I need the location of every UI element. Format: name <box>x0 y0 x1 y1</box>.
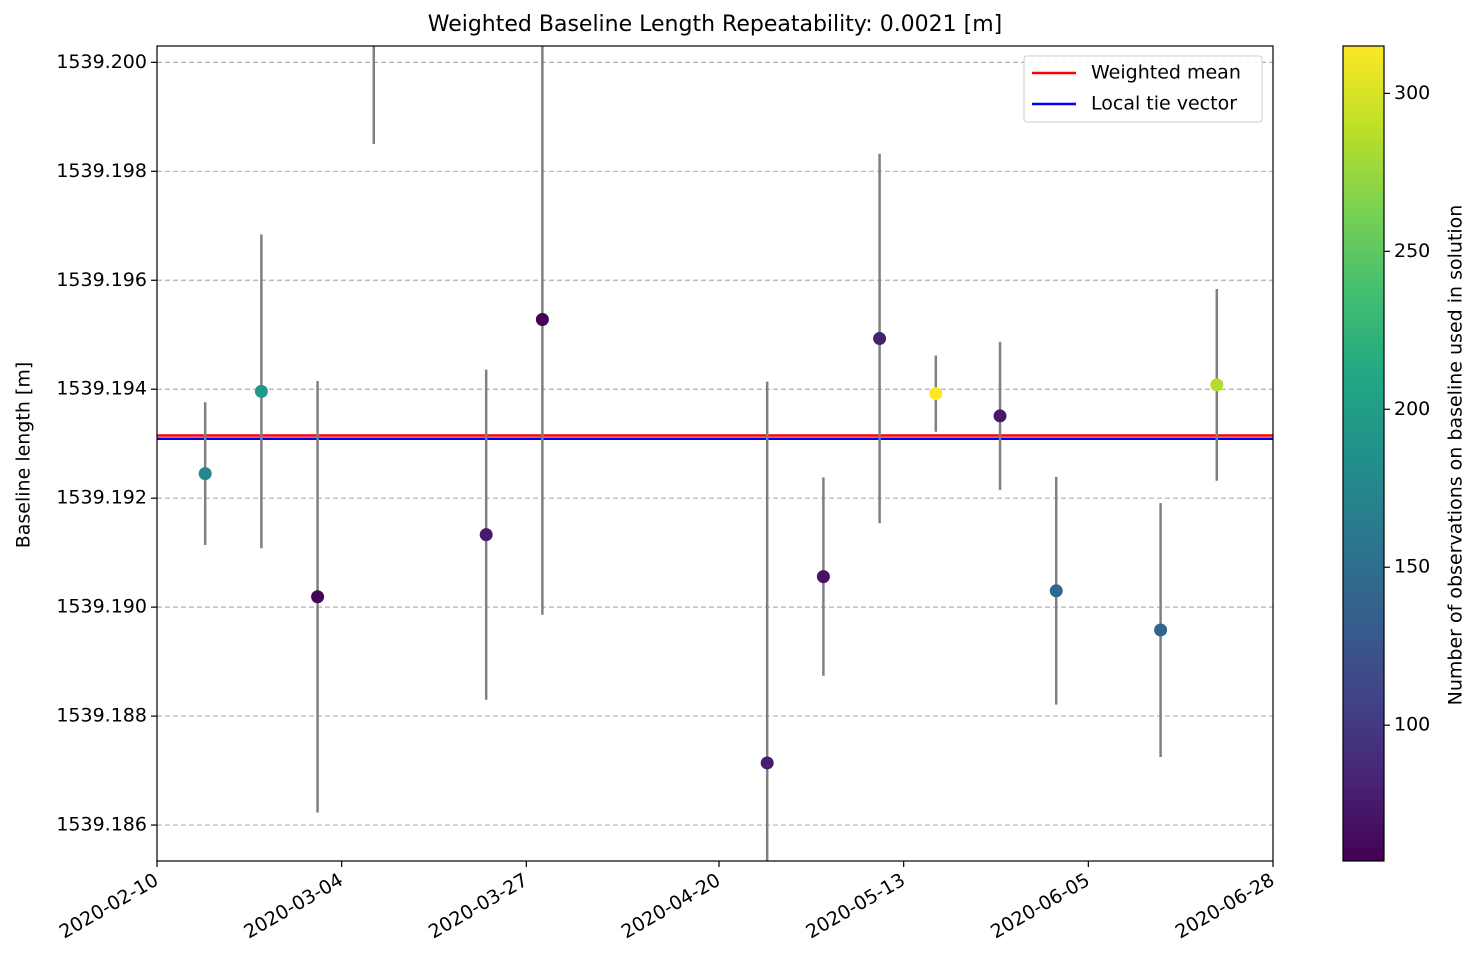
x-tick-label: 2020-06-28 <box>1172 869 1279 943</box>
data-point <box>993 409 1007 423</box>
data-point <box>535 312 549 326</box>
colorbar-tick-label: 150 <box>1394 556 1430 578</box>
plot-area <box>157 46 1273 861</box>
data-point <box>1154 623 1168 637</box>
y-tick-label: 1539.194 <box>56 378 147 400</box>
x-tick-label: 2020-03-27 <box>425 869 532 943</box>
colorbar-tick-label: 200 <box>1394 398 1430 420</box>
colorbar-tick-label: 100 <box>1394 714 1430 736</box>
data-point <box>479 528 493 542</box>
data-point <box>873 332 887 346</box>
legend: Weighted mean Local tie vector <box>1023 55 1263 123</box>
data-point <box>254 384 268 398</box>
y-tick-label: 1539.190 <box>56 596 147 618</box>
data-point <box>760 756 774 770</box>
legend-label: Local tie vector <box>1091 93 1237 115</box>
y-axis-label: Baseline length [m] <box>13 362 35 549</box>
x-tick-label: 2020-04-20 <box>618 869 725 943</box>
legend-label: Weighted mean <box>1091 62 1241 84</box>
y-tick-label: 1539.200 <box>56 51 147 73</box>
y-tick-label: 1539.186 <box>56 814 147 836</box>
legend-box <box>1023 55 1263 123</box>
colorbar-tick-label: 250 <box>1394 240 1430 262</box>
x-tick-label: 2020-06-05 <box>987 869 1094 943</box>
y-tick-label: 1539.188 <box>56 705 147 727</box>
colorbar <box>1342 45 1385 862</box>
data-point <box>1210 378 1224 392</box>
y-tick-label: 1539.198 <box>56 160 147 182</box>
data-point <box>198 467 212 481</box>
x-tick-label: 2020-02-10 <box>56 869 163 943</box>
data-point <box>1049 584 1063 598</box>
chart-title: Weighted Baseline Length Repeatability: … <box>428 12 1003 37</box>
y-tick-label: 1539.196 <box>56 269 147 291</box>
data-point <box>816 570 830 584</box>
colorbar-tick-label: 300 <box>1394 82 1430 104</box>
x-tick-label: 2020-05-13 <box>802 869 909 943</box>
colorbar-label: Number of observations on baseline used … <box>1445 205 1467 706</box>
x-tick-label: 2020-03-04 <box>240 869 347 943</box>
data-point <box>311 590 325 604</box>
y-tick-label: 1539.192 <box>56 487 147 509</box>
plot-frame <box>156 45 1274 862</box>
data-point <box>929 387 943 401</box>
